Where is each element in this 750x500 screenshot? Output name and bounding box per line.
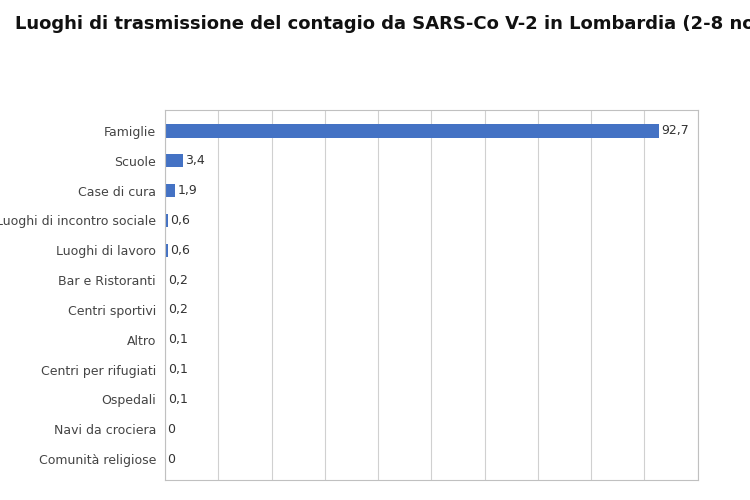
- Text: 1,9: 1,9: [177, 184, 197, 197]
- Text: Luoghi di trasmissione del contagio da SARS-Co V-2 in Lombardia (2-8 novembre 20: Luoghi di trasmissione del contagio da S…: [15, 15, 750, 33]
- Text: 0,6: 0,6: [170, 214, 190, 227]
- Text: 0: 0: [167, 452, 176, 466]
- Text: 92,7: 92,7: [661, 124, 688, 138]
- Text: 0,1: 0,1: [168, 363, 188, 376]
- Bar: [165, 214, 168, 227]
- Text: 0,1: 0,1: [168, 334, 188, 346]
- Bar: [165, 303, 166, 316]
- Text: 0,6: 0,6: [170, 244, 190, 256]
- Text: 0,2: 0,2: [168, 304, 188, 316]
- Text: 3,4: 3,4: [185, 154, 205, 167]
- Bar: [165, 124, 658, 138]
- Text: 0,1: 0,1: [168, 393, 188, 406]
- Bar: [165, 244, 168, 257]
- Bar: [165, 274, 166, 287]
- Bar: [165, 154, 183, 168]
- Text: 0,2: 0,2: [168, 274, 188, 286]
- Text: 0: 0: [167, 423, 176, 436]
- Bar: [165, 184, 175, 198]
